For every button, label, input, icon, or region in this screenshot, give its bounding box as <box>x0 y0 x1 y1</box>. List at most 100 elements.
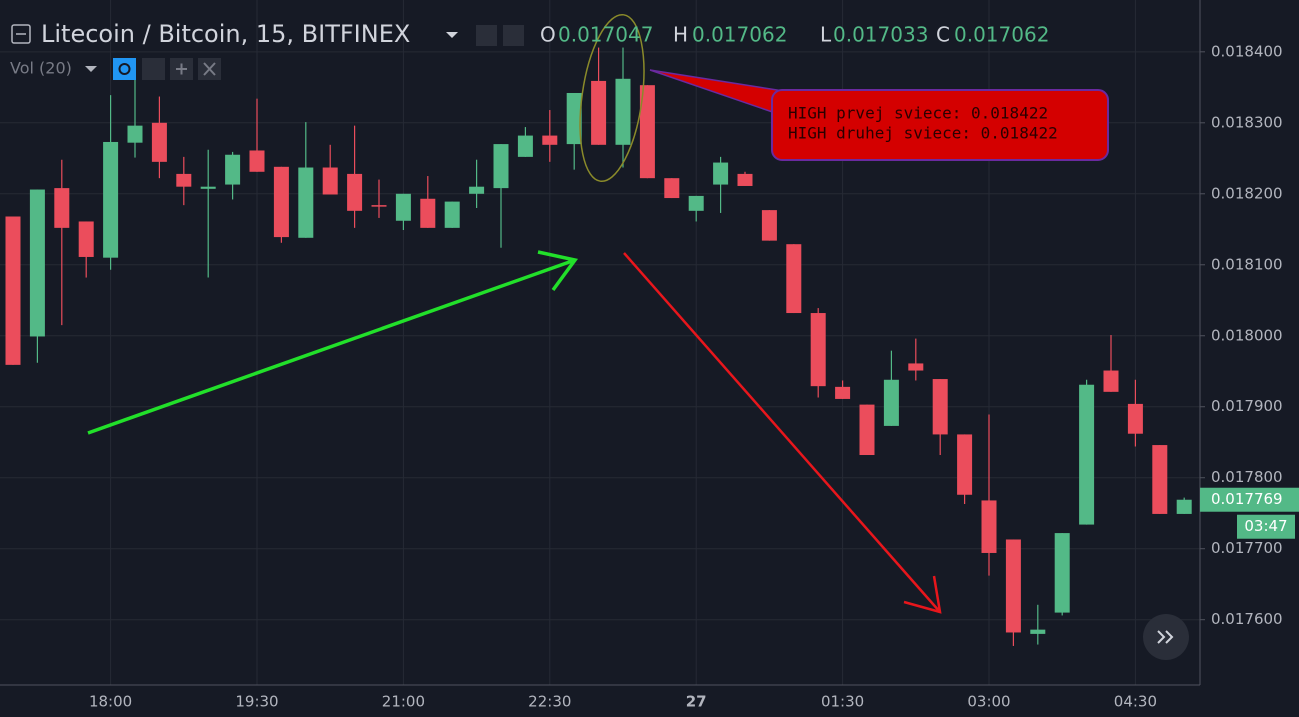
scroll-to-realtime-button[interactable] <box>1143 614 1189 660</box>
highlight-ellipse <box>579 13 645 183</box>
annotation-text: HIGH druhej sviece: 0.018422 <box>788 124 1058 143</box>
eye-icon <box>118 63 131 75</box>
candle-body <box>810 313 826 387</box>
y-tick-label: 0.018400 <box>1211 42 1283 60</box>
candle-body <box>5 216 21 365</box>
candle-body <box>542 135 558 145</box>
candle-body <box>1152 445 1168 514</box>
y-tick-label: 0.017800 <box>1211 468 1283 486</box>
candle-body <box>566 92 582 145</box>
candle-body <box>127 125 143 143</box>
candle-body <box>322 167 338 195</box>
symbol-dropdown[interactable] <box>446 32 458 38</box>
x-tick-label: 03:00 <box>967 693 1010 711</box>
indicator-title[interactable]: Vol (20) <box>10 59 72 78</box>
close-icon <box>203 62 216 76</box>
settings-button[interactable] <box>503 25 524 46</box>
axes: 0.017600 0.017700 0.017800 0.017900 0.018000… <box>89 42 1299 711</box>
candle-body <box>981 500 997 553</box>
candle-body <box>151 122 167 162</box>
candle-body <box>664 178 680 199</box>
candle-body <box>908 363 924 371</box>
candle-body <box>273 166 289 238</box>
candle-body <box>1127 403 1143 434</box>
x-tick-label: 22:30 <box>528 693 571 711</box>
indicator-visibility-button[interactable] <box>113 58 136 80</box>
red-arrow-head <box>903 575 942 614</box>
plus-icon <box>176 63 187 75</box>
green-arrow <box>87 258 576 435</box>
candle-body <box>591 80 607 145</box>
candle-body <box>78 221 94 257</box>
candle-body <box>615 78 631 145</box>
candle-body <box>688 195 704 211</box>
candle-body <box>249 150 265 172</box>
x-tick-label: 04:30 <box>1114 693 1157 711</box>
candles <box>5 47 1192 646</box>
countdown-box <box>1237 514 1295 539</box>
y-tick-label: 0.018100 <box>1211 255 1283 273</box>
indicator-settings-button[interactable] <box>142 58 165 80</box>
x-tick-label: 19:30 <box>235 693 278 711</box>
ohlc-value: 0.017062 <box>954 23 1049 47</box>
candle-body <box>200 186 216 189</box>
last-price-label: 0.017769 <box>1211 490 1283 508</box>
y-tick-label: 0.018200 <box>1211 184 1283 202</box>
candle-body <box>371 205 387 207</box>
candle-body <box>420 198 436 228</box>
indicator-dropdown[interactable] <box>85 66 97 72</box>
candle-body <box>1030 629 1046 634</box>
candle-body <box>737 173 753 186</box>
candle-body <box>639 85 655 179</box>
x-tick-label: 27 <box>686 693 707 711</box>
candle-body <box>29 189 45 337</box>
y-tick-label: 0.018000 <box>1211 326 1283 344</box>
x-tick-label: 18:00 <box>89 693 132 711</box>
candle-body <box>786 244 802 314</box>
candle-body <box>298 167 314 238</box>
last-price-marker <box>1200 487 1299 512</box>
candle-body <box>493 144 509 189</box>
ohlc-label: O <box>540 23 556 47</box>
candle-body <box>859 404 875 456</box>
candle-body <box>713 162 729 185</box>
candle-body <box>469 186 485 194</box>
grid <box>0 0 1200 685</box>
visibility-button[interactable] <box>476 25 497 46</box>
countdown-label: 03:47 <box>1244 517 1287 535</box>
y-tick-label: 0.017700 <box>1211 539 1283 557</box>
collapse-button[interactable] <box>11 24 31 44</box>
ohlc-value: 0.017047 <box>558 23 653 47</box>
ohlc-label: H <box>673 23 688 47</box>
candle-body <box>347 173 363 211</box>
red-arrow <box>623 252 941 613</box>
scroll-icon <box>1157 630 1174 644</box>
ohlc-value: 0.017062 <box>692 23 787 47</box>
candle-body <box>1176 499 1192 514</box>
annotation-text: HIGH prvej sviece: 0.018422 <box>788 104 1048 123</box>
ohlc-value: 0.017033 <box>833 23 928 47</box>
candle-body <box>395 193 411 221</box>
x-tick-label: 01:30 <box>821 693 864 711</box>
candle-body <box>1054 533 1070 613</box>
candle-body <box>444 201 460 228</box>
candle-body <box>1103 370 1119 392</box>
candle-body <box>1079 384 1095 525</box>
candle-body <box>176 173 192 187</box>
y-tick-label: 0.018300 <box>1211 113 1283 131</box>
candle-body <box>1005 539 1021 633</box>
candle-body <box>883 379 899 426</box>
symbol-title[interactable]: Litecoin / Bitcoin, 15, BITFINEX <box>41 20 410 48</box>
candle-body <box>932 379 948 435</box>
candle-body <box>103 141 119 258</box>
candle-body <box>835 386 851 399</box>
callout-box <box>771 89 1109 161</box>
candle-body <box>761 210 777 241</box>
candle-body <box>54 188 70 228</box>
green-arrow-head <box>537 250 579 292</box>
ohlc-label: C <box>936 23 950 47</box>
candle-body <box>225 154 241 185</box>
candle-body <box>517 135 533 157</box>
ohlc-label: L <box>820 23 832 47</box>
